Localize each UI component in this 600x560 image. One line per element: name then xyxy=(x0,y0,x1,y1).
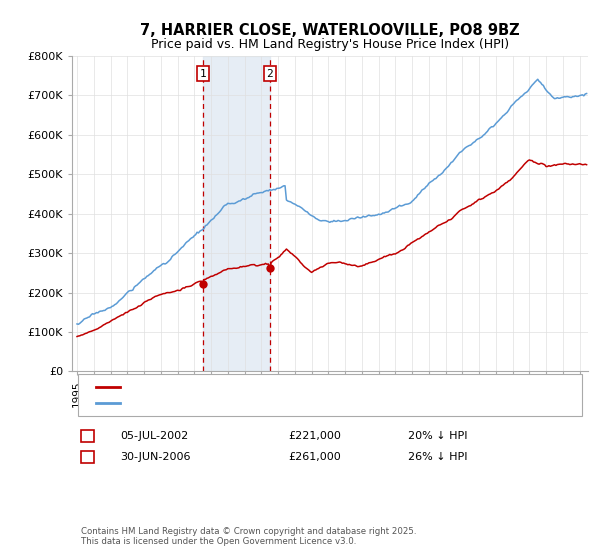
Text: 1: 1 xyxy=(200,69,207,78)
Text: 2: 2 xyxy=(84,452,91,462)
Text: Price paid vs. HM Land Registry's House Price Index (HPI): Price paid vs. HM Land Registry's House … xyxy=(151,38,509,52)
Text: 7, HARRIER CLOSE, WATERLOOVILLE, PO8 9BZ: 7, HARRIER CLOSE, WATERLOOVILLE, PO8 9BZ xyxy=(140,24,520,38)
Text: 7, HARRIER CLOSE, WATERLOOVILLE, PO8 9BZ (detached house): 7, HARRIER CLOSE, WATERLOOVILLE, PO8 9BZ… xyxy=(126,381,486,391)
Text: £261,000: £261,000 xyxy=(288,452,341,462)
Text: 26% ↓ HPI: 26% ↓ HPI xyxy=(408,452,467,462)
Text: 2: 2 xyxy=(266,69,273,78)
Text: 30-JUN-2006: 30-JUN-2006 xyxy=(120,452,191,462)
Text: £221,000: £221,000 xyxy=(288,431,341,441)
Text: 20% ↓ HPI: 20% ↓ HPI xyxy=(408,431,467,441)
Text: 1: 1 xyxy=(84,431,91,441)
Text: Contains HM Land Registry data © Crown copyright and database right 2025.
This d: Contains HM Land Registry data © Crown c… xyxy=(81,526,416,546)
Text: HPI: Average price, detached house, East Hampshire: HPI: Average price, detached house, East… xyxy=(126,398,420,408)
Bar xyxy=(203,56,269,371)
Text: 05-JUL-2002: 05-JUL-2002 xyxy=(120,431,188,441)
